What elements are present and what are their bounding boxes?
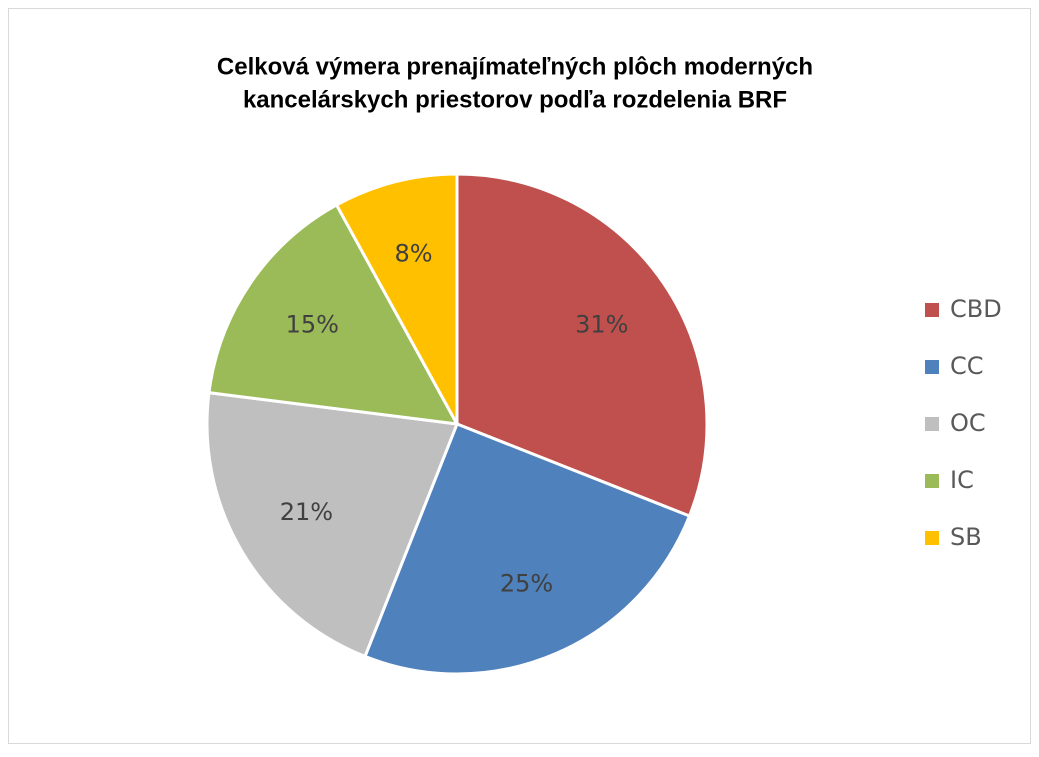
- data-label: 15%: [286, 311, 339, 339]
- pie-slice: [205, 390, 460, 659]
- data-label: 21%: [280, 498, 333, 526]
- legend-label: OC: [950, 409, 986, 437]
- chart-title: Celková výmera prenajímateľných plôch mo…: [217, 53, 813, 80]
- legend-swatch: [925, 531, 939, 545]
- legend-swatch: [925, 474, 939, 488]
- legend-swatch: [925, 360, 939, 374]
- pie-slice: [363, 422, 692, 676]
- data-label: 31%: [575, 311, 628, 339]
- data-label: 25%: [500, 570, 553, 598]
- chart-title: kancelárskych priestorov podľa rozdeleni…: [243, 86, 787, 113]
- legend-label: CC: [950, 352, 984, 380]
- pie-slice: [207, 202, 460, 426]
- legend-label: CBD: [950, 295, 1002, 323]
- legend-swatch: [925, 417, 939, 431]
- pie-slice: [455, 172, 709, 518]
- pie-slice: [334, 172, 459, 425]
- legend-swatch: [925, 303, 939, 317]
- legend-label: IC: [950, 466, 974, 494]
- legend-label: SB: [950, 523, 982, 551]
- data-label: 8%: [394, 239, 432, 267]
